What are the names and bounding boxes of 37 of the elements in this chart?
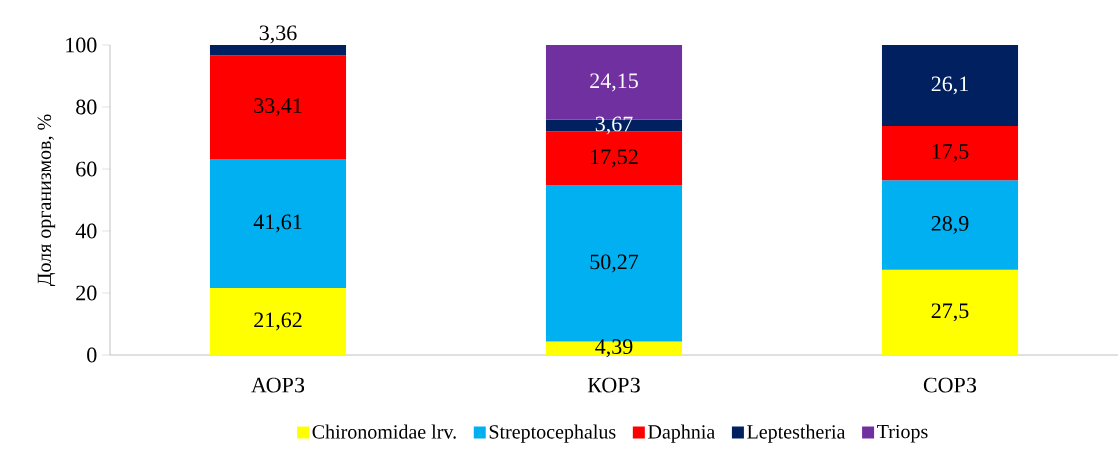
data-label: 24,15 [590,73,638,92]
bar [209,55,347,159]
y-tick-label: 100 [66,37,97,53]
data-label: 41,61 [253,214,302,233]
legend-label: Triops [877,424,928,443]
data-label: 4,39 [595,339,633,358]
y-tick-label: 80 [76,99,97,115]
data-label: 17,52 [591,149,638,168]
data-label: 3,67 [595,116,633,135]
y-axis-title: Доля организмов, % [37,114,56,287]
x-tick-label: СОРЗ [923,377,977,393]
bar [209,158,347,288]
legend-label: Chironomidae lrv. [312,424,456,439]
legend-label: Daphnia [648,424,715,443]
y-tick-label: 20 [76,285,97,301]
bar [881,269,1019,355]
bar [545,341,683,355]
bar [209,45,347,56]
bar [881,125,1019,181]
x-tick-label: АОРЗ [251,377,305,393]
legend-label: Leptestheria [747,424,846,443]
legend-label: Streptocephalus [489,424,616,443]
bar [881,45,1019,126]
data-label: 26,1 [931,76,968,95]
bar [881,180,1019,270]
y-tick-label: 0 [87,347,97,363]
data-label: 3,36 [259,25,297,44]
data-label: 17,5 [932,144,969,162]
y-tick-label: 40 [75,223,97,239]
data-label: 33,41 [254,98,302,117]
x-tick-label: КОРЗ [587,377,640,393]
data-label: 28,9 [931,215,969,234]
data-label: 27,5 [931,303,969,322]
data-label: 21,62 [254,312,302,331]
y-tick-label: 60 [76,161,97,177]
data-label: 50,27 [590,254,639,273]
bar [209,287,347,355]
